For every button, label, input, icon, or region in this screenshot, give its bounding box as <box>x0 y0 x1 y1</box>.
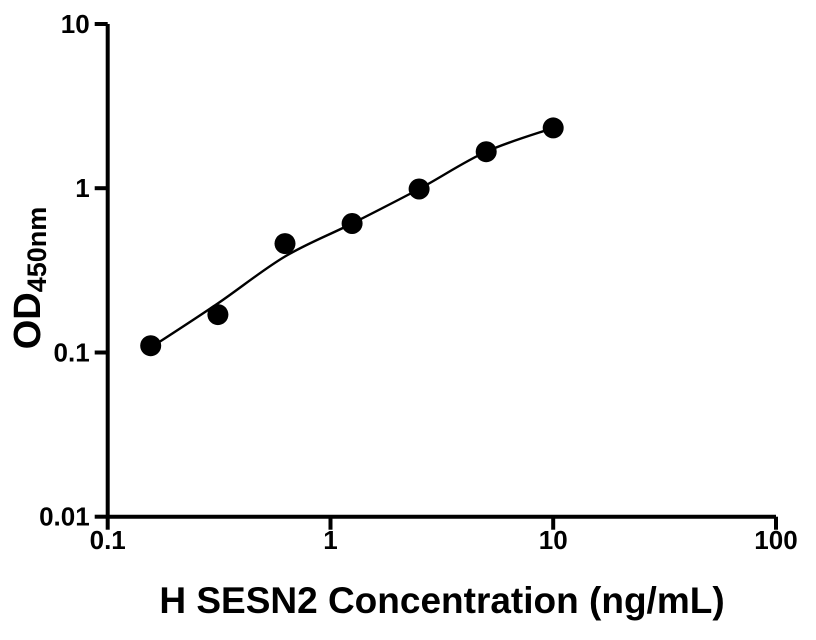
y-axis-ticks <box>94 22 108 519</box>
x-tick-label-10: 10 <box>539 525 568 555</box>
y-axis-title-main: OD <box>7 292 49 349</box>
y-tick-label-0.01: 0.01 <box>39 502 90 532</box>
data-points <box>140 117 564 357</box>
data-point-4 <box>408 178 430 200</box>
x-tick-label-0.1: 0.1 <box>90 525 126 555</box>
data-point-6 <box>542 117 564 139</box>
y-tick-label-0.1: 0.1 <box>54 338 90 368</box>
x-axis-tick-labels: 0.1 1 10 100 <box>90 525 798 555</box>
y-axis-title-subscript: 450nm <box>22 207 52 293</box>
y-axis-title: OD450nm <box>7 207 52 350</box>
y-tick-label-10: 10 <box>61 9 90 39</box>
x-axis-title: H SESN2 Concentration (ng/mL) <box>159 580 724 621</box>
y-axis-tick-labels: 0.01 0.1 1 10 <box>39 9 90 532</box>
data-point-1 <box>207 304 229 326</box>
x-tick-label-100: 100 <box>754 525 797 555</box>
axis-frame <box>105 24 776 519</box>
y-tick-label-1: 1 <box>75 173 89 203</box>
x-tick-label-1: 1 <box>323 525 337 555</box>
data-point-3 <box>341 213 363 234</box>
data-point-2 <box>274 233 296 255</box>
data-point-5 <box>475 141 497 163</box>
x-axis-ticks <box>105 516 778 530</box>
data-point-0 <box>140 335 162 357</box>
